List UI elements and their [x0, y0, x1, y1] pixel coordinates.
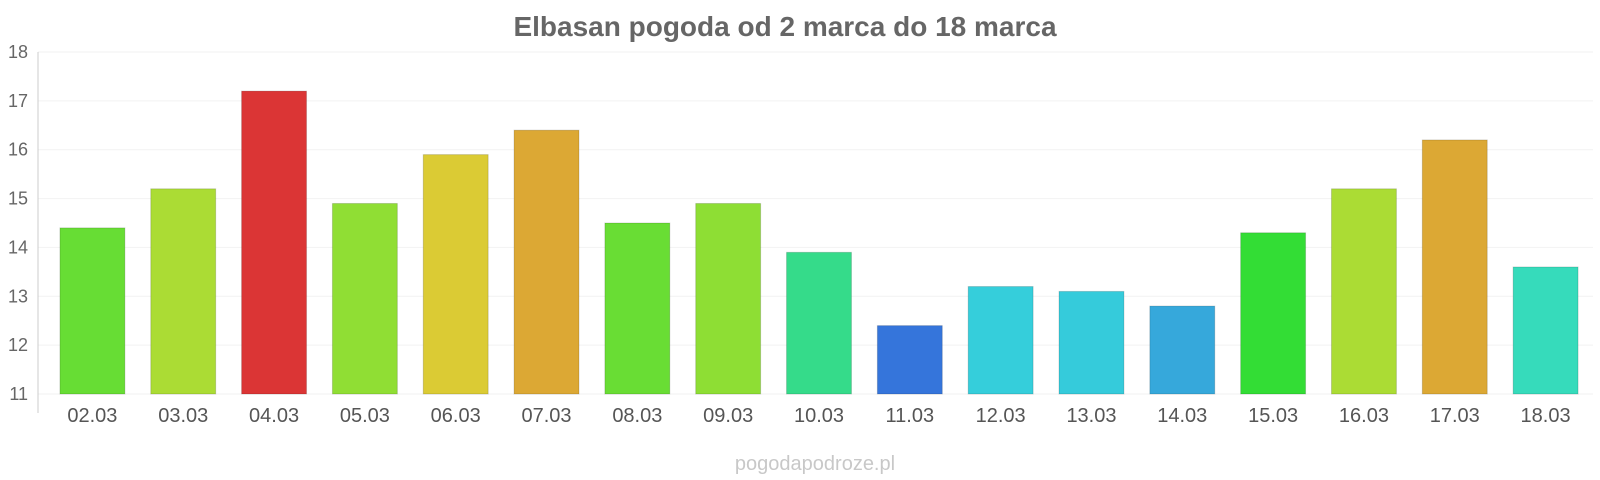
bar-09.03	[695, 202, 762, 395]
bar-18.03	[1512, 266, 1579, 395]
x-tick-label: 17.03	[1430, 405, 1480, 427]
bar-05.03	[331, 202, 398, 395]
x-tick-label: 07.03	[521, 405, 571, 427]
y-tick-label: 14	[8, 237, 28, 257]
bar-16.03	[1330, 188, 1397, 395]
bars	[59, 90, 1579, 395]
x-tick-label: 16.03	[1339, 405, 1389, 427]
x-tick-label: 04.03	[249, 405, 299, 427]
x-tick-label: 10.03	[794, 405, 844, 427]
bar-04.03	[241, 90, 308, 395]
x-tick-label: 08.03	[612, 405, 662, 427]
y-tick-label: 18	[8, 42, 28, 62]
x-tick-label: 06.03	[431, 405, 481, 427]
x-tick-label: 05.03	[340, 405, 390, 427]
bar-14.03	[1149, 305, 1216, 395]
bar-17.03	[1421, 139, 1488, 395]
y-tick-label: 13	[8, 286, 28, 306]
x-tick-label: 14.03	[1157, 405, 1207, 427]
bar-10.03	[786, 251, 852, 395]
bar-11.03	[876, 325, 943, 395]
bar-13.03	[1058, 290, 1125, 395]
x-tick-label: 15.03	[1248, 405, 1298, 427]
bar-02.03	[59, 227, 126, 395]
bar-15.03	[1240, 232, 1307, 395]
y-tick-labels: 11 12 13 14 15 16 17 18	[8, 42, 28, 404]
x-tick-label: 03.03	[158, 405, 208, 427]
x-tick-label: 09.03	[703, 405, 753, 427]
x-tick-label: 13.03	[1066, 405, 1116, 427]
bar-07.03	[513, 129, 580, 395]
bar-06.03	[422, 154, 489, 395]
watermark: pogodapodroze.pl	[735, 453, 895, 475]
bar-12.03	[967, 286, 1034, 395]
y-tick-label: 17	[8, 91, 28, 111]
x-tick-label: 18.03	[1521, 405, 1571, 427]
bar-03.03	[150, 188, 217, 395]
y-tick-label: 16	[8, 140, 28, 160]
y-tick-label: 15	[8, 189, 28, 209]
x-tick-label: 11.03	[886, 405, 935, 427]
x-tick-label: 12.03	[976, 405, 1026, 427]
x-tick-labels: 02.03 03.03 04.03 05.03 06.03 07.03 08.03 09.03…	[67, 405, 1570, 427]
y-tick-label: 12	[8, 335, 28, 355]
x-tick-label: 02.03	[67, 405, 117, 427]
bar-08.03	[604, 222, 671, 395]
chart-title: Elbasan pogoda od 2 marca do 18 marca	[513, 11, 1057, 42]
y-tick-label: 11	[9, 384, 28, 404]
